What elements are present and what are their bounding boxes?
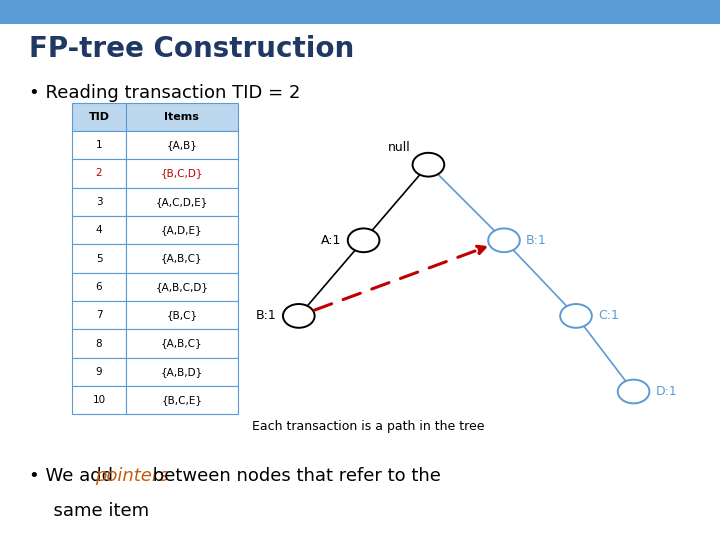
Bar bbox=[126, 329, 238, 357]
Bar bbox=[72, 357, 126, 386]
Text: pointers: pointers bbox=[95, 467, 168, 485]
Text: {B,C,D}: {B,C,D} bbox=[161, 168, 203, 179]
Text: {A,C,D,E}: {A,C,D,E} bbox=[156, 197, 208, 207]
Bar bbox=[72, 131, 126, 159]
Text: 6: 6 bbox=[96, 282, 102, 292]
Text: {A,B,D}: {A,B,D} bbox=[161, 367, 203, 377]
Text: • Reading transaction TID = 2: • Reading transaction TID = 2 bbox=[29, 84, 300, 102]
Text: 8: 8 bbox=[96, 339, 102, 349]
Text: 7: 7 bbox=[96, 310, 102, 320]
Text: {B,C}: {B,C} bbox=[166, 310, 197, 320]
Text: {A,D,E}: {A,D,E} bbox=[161, 225, 202, 235]
Bar bbox=[72, 273, 126, 301]
Text: A:1: A:1 bbox=[321, 234, 341, 247]
Text: same item: same item bbox=[42, 502, 149, 520]
Bar bbox=[72, 301, 126, 329]
Text: 1: 1 bbox=[96, 140, 102, 150]
Bar bbox=[126, 131, 238, 159]
Text: TID: TID bbox=[89, 112, 109, 122]
Text: • We add: • We add bbox=[29, 467, 119, 485]
Text: null: null bbox=[388, 141, 411, 154]
Text: FP-tree Construction: FP-tree Construction bbox=[29, 35, 354, 63]
Bar bbox=[0, 0, 720, 24]
Text: {A,B,C}: {A,B,C} bbox=[161, 339, 202, 349]
Bar bbox=[72, 159, 126, 187]
Bar bbox=[72, 216, 126, 244]
Circle shape bbox=[283, 304, 315, 328]
Text: B:1: B:1 bbox=[526, 234, 547, 247]
Circle shape bbox=[413, 153, 444, 177]
Circle shape bbox=[348, 228, 379, 252]
Text: 10: 10 bbox=[92, 395, 106, 406]
Circle shape bbox=[488, 228, 520, 252]
Text: {A,B}: {A,B} bbox=[166, 140, 197, 150]
Text: {B,C,E}: {B,C,E} bbox=[161, 395, 202, 406]
Bar bbox=[72, 187, 126, 216]
Text: between nodes that refer to the: between nodes that refer to the bbox=[147, 467, 441, 485]
Bar bbox=[126, 273, 238, 301]
Text: 5: 5 bbox=[96, 253, 102, 264]
Text: 9: 9 bbox=[96, 367, 102, 377]
Bar bbox=[126, 386, 238, 415]
Bar bbox=[126, 244, 238, 273]
Bar bbox=[126, 357, 238, 386]
Bar bbox=[126, 187, 238, 216]
Circle shape bbox=[618, 380, 649, 403]
Bar bbox=[126, 216, 238, 244]
Text: D:1: D:1 bbox=[656, 385, 678, 398]
Text: 2: 2 bbox=[96, 168, 102, 179]
Text: {A,B,C,D}: {A,B,C,D} bbox=[156, 282, 208, 292]
Text: Items: Items bbox=[164, 112, 199, 122]
Text: 3: 3 bbox=[96, 197, 102, 207]
Bar bbox=[126, 301, 238, 329]
Text: C:1: C:1 bbox=[598, 309, 619, 322]
Bar bbox=[126, 103, 238, 131]
Text: 4: 4 bbox=[96, 225, 102, 235]
Bar bbox=[72, 329, 126, 357]
Bar bbox=[72, 386, 126, 415]
Bar bbox=[126, 159, 238, 187]
Bar bbox=[72, 103, 126, 131]
Text: B:1: B:1 bbox=[256, 309, 276, 322]
Circle shape bbox=[560, 304, 592, 328]
Text: {A,B,C}: {A,B,C} bbox=[161, 253, 202, 264]
Text: Each transaction is a path in the tree: Each transaction is a path in the tree bbox=[252, 420, 485, 433]
Bar bbox=[72, 244, 126, 273]
